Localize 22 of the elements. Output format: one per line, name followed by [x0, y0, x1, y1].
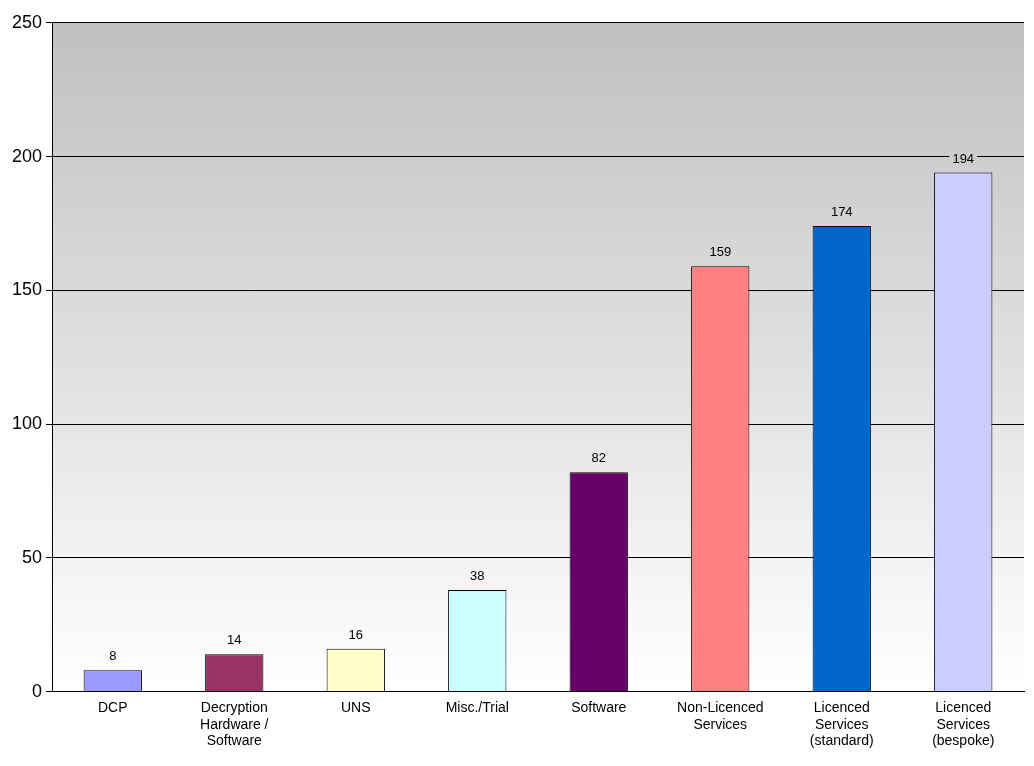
data-label: 38 — [470, 568, 485, 584]
x-tick-label: Software — [571, 698, 627, 715]
y-tick-label: 0 — [32, 680, 43, 701]
data-label: 159 — [709, 244, 732, 260]
data-label: 16 — [348, 626, 364, 642]
y-tick-label: 250 — [11, 11, 43, 32]
x-tick-label: Decryption Hardware / Software — [200, 698, 269, 749]
x-tick-label: DCP — [98, 698, 128, 715]
data-label: 82 — [591, 450, 606, 466]
y-tick-label: 100 — [11, 413, 43, 434]
data-label: 194 — [952, 150, 975, 166]
data-label: 174 — [830, 204, 853, 220]
y-tick-label: 200 — [11, 145, 43, 166]
y-tick-label: 150 — [11, 279, 43, 300]
x-tick-label: UNS — [340, 698, 371, 715]
x-tick-label: Non-Licenced Services — [677, 698, 764, 732]
data-label: 8 — [109, 648, 117, 664]
x-tick-label: Misc./Trial — [445, 698, 509, 715]
x-tick-label: Licenced Services (standard) — [809, 698, 874, 749]
x-tick-label: Licenced Services (bespoke) — [932, 698, 995, 749]
y-tick-label: 50 — [22, 546, 43, 567]
data-label: 14 — [227, 632, 242, 648]
